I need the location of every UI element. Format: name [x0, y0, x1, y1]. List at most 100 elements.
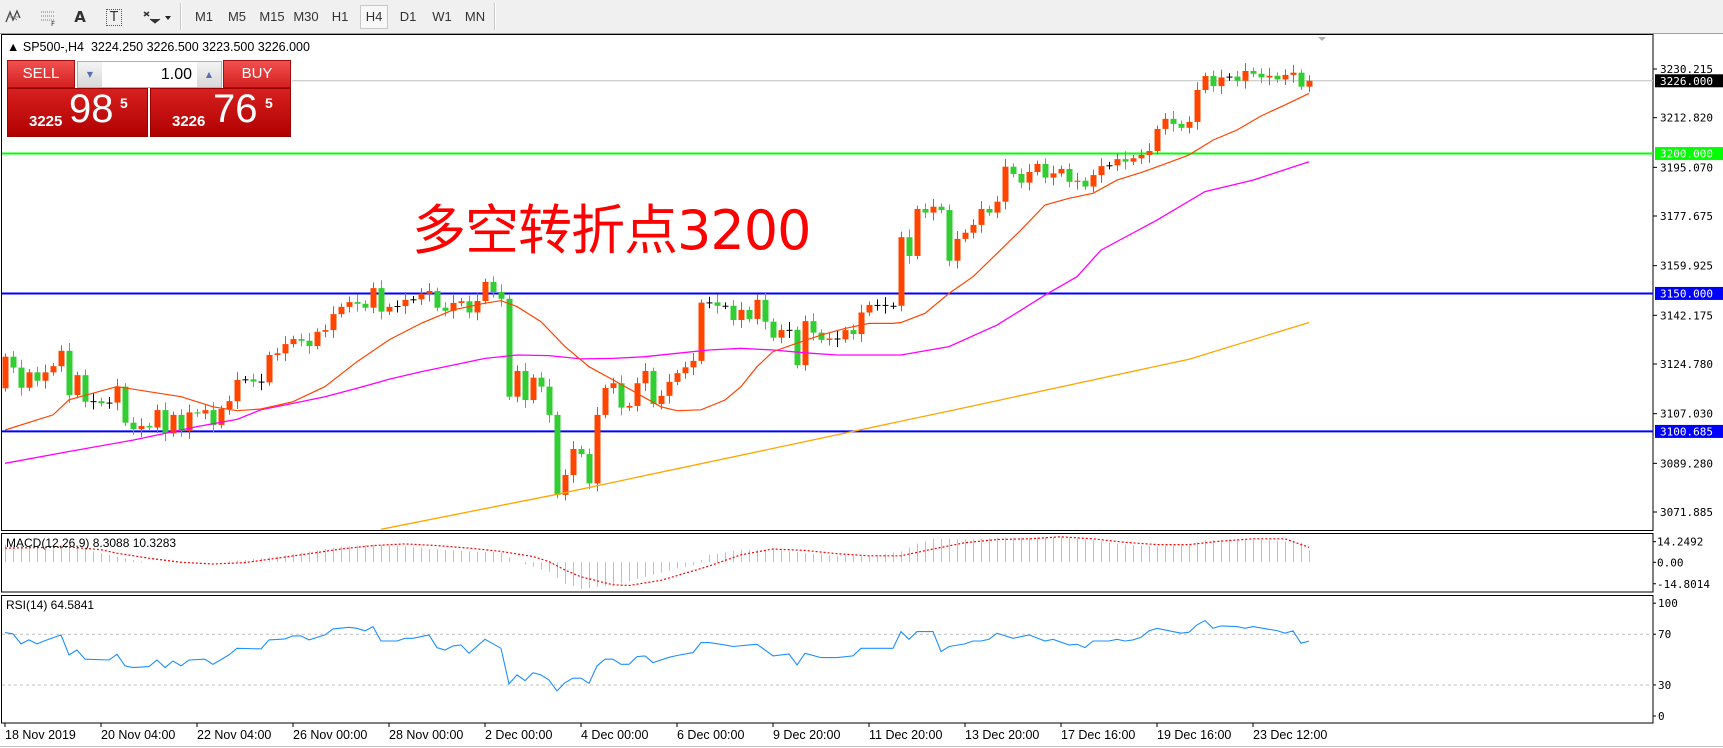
- candle-body: [1258, 73, 1265, 78]
- lot-increase-button[interactable]: ▲: [197, 62, 221, 87]
- candle-body: [1170, 118, 1177, 124]
- sell-button[interactable]: SELL: [7, 60, 75, 88]
- timeframe-button-m15[interactable]: M15: [259, 9, 285, 24]
- chart-annotation-text[interactable]: 多空转折点3200: [412, 199, 811, 262]
- candle-body: [1154, 128, 1161, 152]
- candle-body: [586, 454, 593, 484]
- candle-body: [650, 370, 657, 404]
- toolbar: F A T M1 M5 M15 M30 H1 H4 D1 W1 MN: [0, 0, 1723, 34]
- timeframe-button-m30[interactable]: M30: [293, 9, 319, 24]
- macd-indicator-label: MACD(12,26,9) 8.3088 10.3283: [6, 536, 177, 550]
- current-price-label: 3226.000: [1660, 75, 1713, 88]
- arrows-icon[interactable]: [140, 6, 174, 28]
- text-label-icon[interactable]: T: [104, 6, 124, 28]
- candle-body: [922, 208, 929, 213]
- buy-button[interactable]: BUY: [223, 60, 291, 88]
- buy-price-prefix: 3226: [172, 113, 206, 130]
- price-tick-label: 3142.175: [1660, 309, 1713, 322]
- text-icon[interactable]: A: [74, 8, 86, 26]
- elliott-wave-icon[interactable]: [3, 6, 23, 28]
- candle-body: [642, 370, 649, 384]
- candle-body: [794, 329, 801, 366]
- candle-body: [242, 379, 249, 381]
- candle-body: [866, 304, 873, 313]
- candle-body: [954, 238, 961, 261]
- candle-body: [458, 301, 465, 303]
- price-tick-label: 3159.925: [1660, 260, 1713, 273]
- timeframe-button-mn[interactable]: MN: [464, 9, 486, 24]
- lot-size-input[interactable]: 1.00: [160, 66, 192, 83]
- candle-body: [810, 321, 817, 333]
- candle-body: [826, 338, 833, 340]
- candle-body: [1090, 175, 1097, 187]
- time-tick-label: 20 Nov 04:00: [101, 728, 175, 742]
- candle-body: [554, 414, 561, 495]
- candle-body: [1210, 76, 1217, 87]
- candle-body: [722, 305, 729, 307]
- candle-body: [1306, 80, 1313, 87]
- candle-body: [202, 410, 209, 414]
- rsi-tick-label: 100: [1658, 597, 1678, 610]
- level-price-label-bg: [1655, 147, 1723, 161]
- candle-body: [266, 354, 273, 383]
- candle-body: [1266, 75, 1273, 78]
- candle-body: [1098, 166, 1105, 176]
- time-tick-label: 18 Nov 2019: [5, 728, 76, 742]
- rsi-pane-frame: [1, 595, 1654, 724]
- candle-body: [218, 408, 225, 425]
- sell-price-prefix: 3225: [29, 113, 63, 130]
- candle-body: [354, 302, 361, 304]
- time-tick-label: 22 Nov 04:00: [197, 728, 271, 742]
- candle-body: [986, 208, 993, 213]
- price-tick-label: 3212.820: [1660, 112, 1713, 125]
- candle-body: [234, 379, 241, 402]
- candle-body: [914, 208, 921, 256]
- candle-body: [1218, 77, 1225, 87]
- candle-body: [50, 366, 57, 373]
- lot-size-field[interactable]: ▼ 1.00 ▲: [77, 61, 222, 88]
- candle-body: [818, 332, 825, 340]
- candle-body: [186, 412, 193, 432]
- candle-body: [978, 208, 985, 225]
- current-price-label-bg: [1655, 74, 1723, 88]
- chart-shift-marker-icon[interactable]: [1318, 37, 1326, 41]
- candle-body: [850, 330, 857, 335]
- candle-body: [474, 300, 481, 313]
- macd-signal-line: [4, 536, 1310, 587]
- candle-body: [418, 293, 425, 300]
- buy-price-button[interactable]: 3226 76 5: [150, 87, 291, 137]
- timeframe-button-m1[interactable]: M1: [194, 9, 214, 24]
- candle-body: [858, 312, 865, 335]
- lot-decrease-button[interactable]: ▼: [78, 62, 102, 87]
- candle-body: [1106, 165, 1113, 167]
- timeframe-button-w1[interactable]: W1: [432, 9, 452, 24]
- ma-slow-line: [380, 321, 1310, 530]
- collapse-triangle-icon[interactable]: ▲: [7, 40, 23, 54]
- candle-body: [130, 422, 137, 430]
- time-tick-label: 19 Dec 16:00: [1157, 728, 1231, 742]
- candle-body: [226, 401, 233, 409]
- candle-body: [1050, 173, 1057, 178]
- candle-body: [106, 402, 113, 404]
- timeframe-button-d1[interactable]: D1: [399, 9, 417, 24]
- candle-body: [1066, 168, 1073, 182]
- candle-body: [786, 329, 793, 331]
- timeframe-button-h1[interactable]: H1: [331, 9, 349, 24]
- fibonacci-icon[interactable]: F: [38, 6, 58, 28]
- sell-price-button[interactable]: 3225 98 5: [7, 87, 148, 137]
- candle-body: [634, 383, 641, 406]
- price-tick-label: 3177.675: [1660, 210, 1713, 223]
- candle-body: [442, 307, 449, 311]
- timeframe-button-h4[interactable]: H4: [360, 5, 388, 29]
- timeframe-button-m5[interactable]: M5: [227, 9, 247, 24]
- candle-body: [90, 401, 97, 403]
- candle-body: [1162, 118, 1169, 129]
- candle-body: [618, 383, 625, 408]
- candle-body: [18, 367, 25, 388]
- candle-body: [666, 381, 673, 396]
- macd-pane-frame: [1, 533, 1654, 593]
- candle-body: [194, 412, 201, 414]
- candle-body: [898, 237, 905, 306]
- svg-text:F: F: [51, 20, 55, 26]
